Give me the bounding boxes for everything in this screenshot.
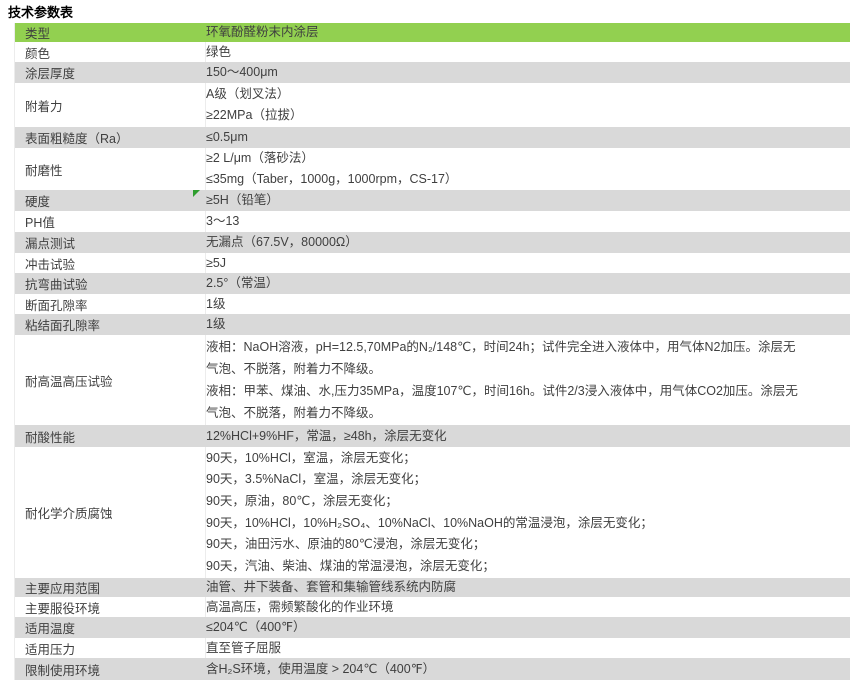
row-label: 硬度 xyxy=(25,195,51,209)
row-value: 无漏点（67.5V，80000Ω） xyxy=(206,233,850,252)
value-line: 150～400μm xyxy=(206,65,278,79)
row-value: 油管、井下装备、套管和集输管线系统内防腐 xyxy=(206,578,850,597)
row-value: 90天，10%HCl，室温，涂层无变化； 90天，3.5%NaCl，室温，涂层无… xyxy=(206,448,850,578)
row-label: 颜色 xyxy=(15,42,206,62)
row-label: 粘结面孔隙率 xyxy=(25,319,101,333)
row-value: 环氧酚醛粉末内涂层 xyxy=(206,23,850,42)
table-row: 表面粗糙度（Ra） ≤0.5μm xyxy=(15,127,850,148)
row-label: 表面粗糙度（Ra） xyxy=(25,132,129,146)
table-row: 主要服役环境 高温高压，需频繁酸化的作业环境 xyxy=(15,597,850,617)
table-row: 适用温度 ≤204℃（400℉） xyxy=(15,617,850,638)
row-label: 涂层厚度 xyxy=(25,67,76,81)
row-value: 3～13 xyxy=(206,212,850,231)
value-line: 90天，10%HCl，室温，涂层无变化； xyxy=(206,450,416,465)
row-value: 1级 xyxy=(206,295,850,314)
value-line: 90天，原油，80℃，涂层无变化； xyxy=(206,493,398,508)
row-value: ≥5J xyxy=(206,254,850,273)
value-line: 1级 xyxy=(206,296,226,311)
value-line: 环氧酚醛粉末内涂层 xyxy=(206,25,319,39)
value-line: 气泡、不脱落，附着力不降级。 xyxy=(206,406,382,420)
row-value: 含H₂S环境，使用温度 > 204℃（400℉） xyxy=(206,660,850,679)
row-label: 耐化学介质腐蚀 xyxy=(15,447,206,578)
table-row: 主要应用范围 油管、井下装备、套管和集输管线系统内防腐 xyxy=(15,578,850,597)
row-label: 耐高温高压试验 xyxy=(15,335,206,425)
value-line: ≥22MPa（拉拔） xyxy=(206,108,303,122)
table-row: 限制使用环境 含H₂S环境，使用温度 > 204℃（400℉） xyxy=(15,658,850,680)
table-row: PH值 3～13 xyxy=(15,211,850,232)
row-label: 抗弯曲试验 xyxy=(25,278,88,292)
value-line: 气泡、不脱落，附着力不降级。 xyxy=(206,362,382,376)
value-line: ≥2 L/μm（落砂法） xyxy=(206,150,314,165)
value-line: ≤204℃（400℉） xyxy=(206,620,306,634)
value-line: 3～13 xyxy=(206,214,240,228)
value-line: 无漏点（67.5V，80000Ω） xyxy=(206,235,358,249)
table-row: 耐高温高压试验 液相：NaOH溶液，pH=12.5,70MPa的N₂/148℃，… xyxy=(15,335,850,425)
row-label: 类型 xyxy=(25,27,51,41)
value-line: 液相：NaOH溶液，pH=12.5,70MPa的N₂/148℃，时间24h；试件… xyxy=(206,340,796,354)
table-row: 耐化学介质腐蚀 90天，10%HCl，室温，涂层无变化； 90天，3.5%NaC… xyxy=(15,447,850,578)
row-label: 适用温度 xyxy=(25,622,76,636)
row-label: 冲击试验 xyxy=(15,253,206,273)
row-value: 2.5°（常温） xyxy=(206,274,850,293)
value-line: ≥5J xyxy=(206,255,227,270)
table-row: 硬度 ≥5H（铅笔） xyxy=(15,190,850,211)
row-label: 漏点测试 xyxy=(25,237,76,251)
row-label: 耐磨性 xyxy=(15,148,206,190)
table-row: 冲击试验 ≥5J xyxy=(15,253,850,273)
value-line: ≤0.5μm xyxy=(206,130,248,144)
value-line: 直至管子屈服 xyxy=(206,640,282,655)
table-row: 涂层厚度 150～400μm xyxy=(15,62,850,83)
row-value: 12%HCl+9%HF，常温，≥48h，涂层无变化 xyxy=(206,427,850,446)
value-line: A级（划叉法） xyxy=(206,86,290,101)
value-line: ≤35mg（Taber，1000g，1000rpm，CS-17） xyxy=(206,172,458,186)
params-table: 类型 环氧酚醛粉末内涂层 颜色 绿色 涂层厚度 150～400μm 附着力 A级… xyxy=(14,23,850,680)
row-value: 1级 xyxy=(206,315,850,334)
row-label: 主要服役环境 xyxy=(15,597,206,617)
row-label: 附着力 xyxy=(15,83,206,127)
row-label: 耐酸性能 xyxy=(25,430,76,445)
row-value: A级（划叉法） ≥22MPa（拉拔） xyxy=(206,84,850,127)
table-row: 适用压力 直至管子屈服 xyxy=(15,638,850,658)
row-value: ≥5H（铅笔） xyxy=(206,191,850,210)
value-line: ≥5H（铅笔） xyxy=(206,193,279,207)
value-line: 90天，10%HCl，10%H₂SO₄、10%NaCl、10%NaOH的常温浸泡… xyxy=(206,515,653,530)
row-label: 限制使用环境 xyxy=(25,663,101,678)
value-line: 绿色 xyxy=(206,44,232,59)
table-row: 耐酸性能 12%HCl+9%HF，常温，≥48h，涂层无变化 xyxy=(15,425,850,447)
value-line: 含H₂S环境，使用温度 > 204℃（400℉） xyxy=(206,661,436,676)
row-label: 主要应用范围 xyxy=(25,582,101,596)
row-value: 高温高压，需频繁酸化的作业环境 xyxy=(206,598,850,617)
row-label: 适用压力 xyxy=(15,638,206,658)
table-row: 附着力 A级（划叉法） ≥22MPa（拉拔） xyxy=(15,83,850,127)
table-row: 粘结面孔隙率 1级 xyxy=(15,314,850,335)
row-value: ≥2 L/μm（落砂法） ≤35mg（Taber，1000g，1000rpm，C… xyxy=(206,148,850,191)
table-row: 类型 环氧酚醛粉末内涂层 xyxy=(15,23,850,42)
value-line: 2.5°（常温） xyxy=(206,276,279,290)
value-line: 液相：甲苯、煤油、水,压力35MPa，温度107℃，时间16h。试件2/3浸入液… xyxy=(206,384,798,398)
table-row: 颜色 绿色 xyxy=(15,42,850,62)
row-value: 绿色 xyxy=(206,43,850,62)
page-title: 技术参数表 xyxy=(8,5,74,20)
row-label: 断面孔隙率 xyxy=(15,294,206,314)
value-line: 90天，汽油、柴油、煤油的常温浸泡，涂层无变化； xyxy=(206,558,495,573)
value-line: 90天，3.5%NaCl，室温，涂层无变化； xyxy=(206,472,427,487)
comment-marker-triangle-icon xyxy=(193,190,200,197)
value-line: 高温高压，需频繁酸化的作业环境 xyxy=(206,599,394,614)
value-line: 油管、井下装备、套管和集输管线系统内防腐 xyxy=(206,580,457,594)
row-value: 直至管子屈服 xyxy=(206,639,850,658)
row-value: ≤204℃（400℉） xyxy=(206,618,850,637)
table-row: 耐磨性 ≥2 L/μm（落砂法） ≤35mg（Taber，1000g，1000r… xyxy=(15,148,850,190)
row-value: ≤0.5μm xyxy=(206,128,850,147)
table-row: 断面孔隙率 1级 xyxy=(15,294,850,314)
table-row: 抗弯曲试验 2.5°（常温） xyxy=(15,273,850,294)
row-value: 液相：NaOH溶液，pH=12.5,70MPa的N₂/148℃，时间24h；试件… xyxy=(206,336,850,424)
value-line: 90天，油田污水、原油的80℃浸泡，涂层无变化； xyxy=(206,537,486,552)
value-line: 12%HCl+9%HF，常温，≥48h，涂层无变化 xyxy=(206,428,447,443)
row-label: PH值 xyxy=(15,211,206,232)
row-value: 150～400μm xyxy=(206,63,850,82)
value-line: 1级 xyxy=(206,317,226,331)
table-row: 漏点测试 无漏点（67.5V，80000Ω） xyxy=(15,232,850,253)
